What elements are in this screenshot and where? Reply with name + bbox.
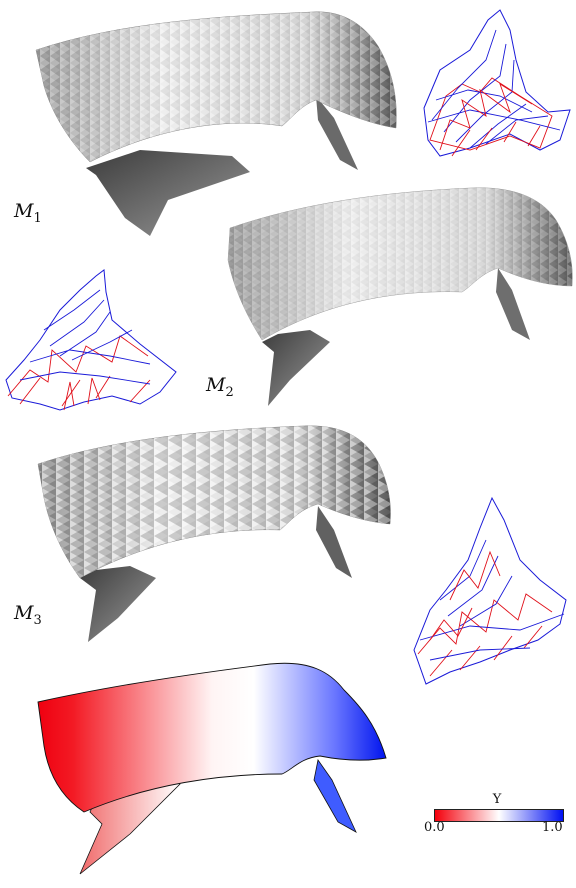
mesh-m1-surface: [35, 11, 397, 236]
label-m1-sub: 1: [33, 210, 42, 226]
label-m1: M1: [14, 202, 42, 225]
label-m3-sub: 3: [33, 612, 42, 628]
mesh-m3-wireframe: [413, 496, 567, 685]
label-m1-id: M: [14, 200, 34, 222]
label-m2-id: M: [206, 374, 226, 396]
colorbar-legend: Υ 0.0 1.0: [424, 792, 570, 852]
colorbar-symbol: Υ: [492, 792, 502, 807]
colorbar-gradient: [434, 809, 564, 822]
label-m3: M3: [14, 604, 42, 627]
mesh-m3-surface: [37, 425, 391, 642]
colorbar-max-label: 1.0: [542, 820, 563, 835]
mesh-m2-surface: [227, 187, 573, 406]
label-m3-id: M: [14, 602, 34, 624]
mesh-m1-wireframe: [423, 9, 571, 157]
label-m2: M2: [206, 376, 234, 399]
colorbar-min-label: 0.0: [424, 820, 445, 835]
label-m2-sub: 2: [225, 384, 234, 400]
mesh-m2-wireframe: [5, 269, 177, 411]
mesh-upsilon-colored: [37, 662, 387, 875]
